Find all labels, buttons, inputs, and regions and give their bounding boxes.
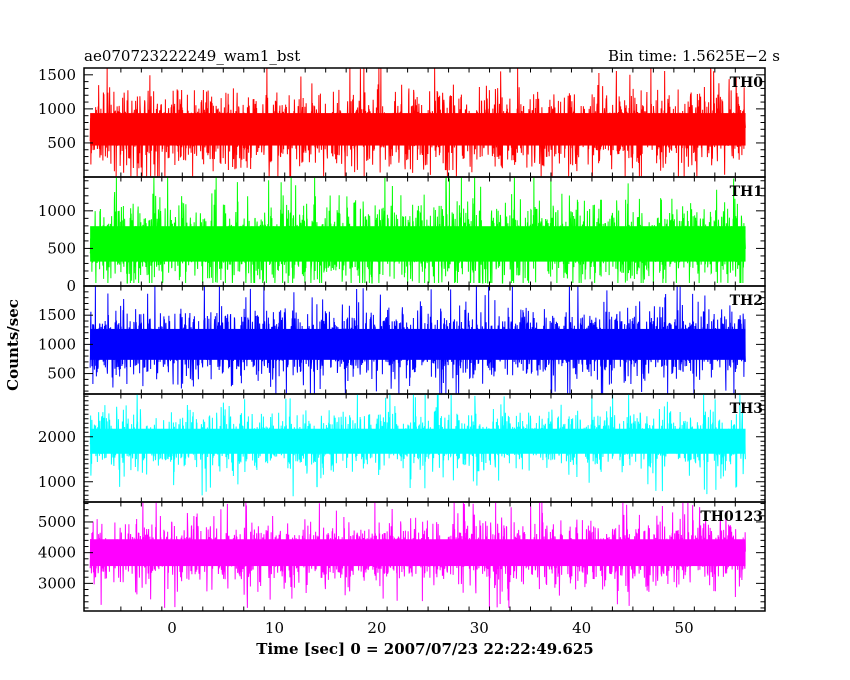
trace-th0 bbox=[89, 68, 746, 177]
y-axis-label: Counts/sec bbox=[4, 299, 22, 391]
y-tick-label: 500 bbox=[47, 239, 76, 257]
panel-label-th0: TH0 bbox=[730, 75, 764, 91]
panel-th2: 500 1000 1500 TH2 bbox=[38, 285, 766, 395]
y-tick-label: 1000 bbox=[38, 100, 76, 118]
panel-label-th2: TH2 bbox=[730, 293, 763, 309]
y-tick-label: 500 bbox=[47, 365, 76, 383]
x-tick-label: 30 bbox=[470, 619, 489, 637]
bin-time-label: Bin time: 1.5625E−2 s bbox=[608, 47, 780, 65]
y-tick-label: 4000 bbox=[38, 544, 76, 562]
y-tick-label: 5000 bbox=[38, 513, 76, 531]
y-tick-label: 2000 bbox=[38, 428, 76, 446]
x-tick-label: 40 bbox=[572, 619, 591, 637]
panel-th0: 500 1000 1500 TH0 bbox=[38, 66, 766, 178]
panel-th1: 0 500 1000 TH1 bbox=[38, 176, 766, 295]
y-tick-label: 500 bbox=[47, 134, 76, 152]
panel-label-th0123: TH0123 bbox=[700, 509, 763, 525]
series-line-th1 bbox=[89, 177, 746, 284]
panel-label-th1: TH1 bbox=[730, 184, 763, 200]
panel-th3: 1000 2000 TH3 bbox=[38, 393, 766, 503]
series-line-th0 bbox=[89, 68, 746, 177]
x-tick-label: 50 bbox=[675, 619, 694, 637]
y-tick-label: 1500 bbox=[38, 66, 76, 84]
series-line-th0123 bbox=[89, 502, 746, 608]
trace-th2 bbox=[89, 286, 746, 394]
trace-th0123 bbox=[89, 502, 746, 608]
panel-th0123: 0 10 20 30 40 50 3000 4000 5000 TH0123 bbox=[38, 501, 766, 637]
figure-title: ae070723222249_wam1_bst bbox=[84, 47, 300, 65]
x-axis-label: Time [sec] 0 = 2007/07/23 22:22:49.625 bbox=[256, 640, 593, 658]
trace-th1 bbox=[89, 177, 746, 284]
y-tick-label: 1000 bbox=[38, 202, 76, 220]
y-tick-label: 1000 bbox=[38, 473, 76, 491]
panel-frame bbox=[83, 501, 766, 612]
series-line-th3 bbox=[89, 394, 746, 497]
series-line-th2 bbox=[89, 286, 746, 394]
x-tick-label: 20 bbox=[367, 619, 386, 637]
trace-th3 bbox=[89, 394, 746, 497]
panel-label-th3: TH3 bbox=[730, 401, 763, 417]
x-tick-label: 10 bbox=[265, 619, 284, 637]
y-tick-label: 0 bbox=[66, 277, 76, 295]
y-tick-label: 1500 bbox=[38, 306, 76, 324]
y-tick-label: 1000 bbox=[38, 335, 76, 353]
y-tick-label: 3000 bbox=[38, 574, 76, 592]
x-tick-label: 0 bbox=[167, 619, 177, 637]
